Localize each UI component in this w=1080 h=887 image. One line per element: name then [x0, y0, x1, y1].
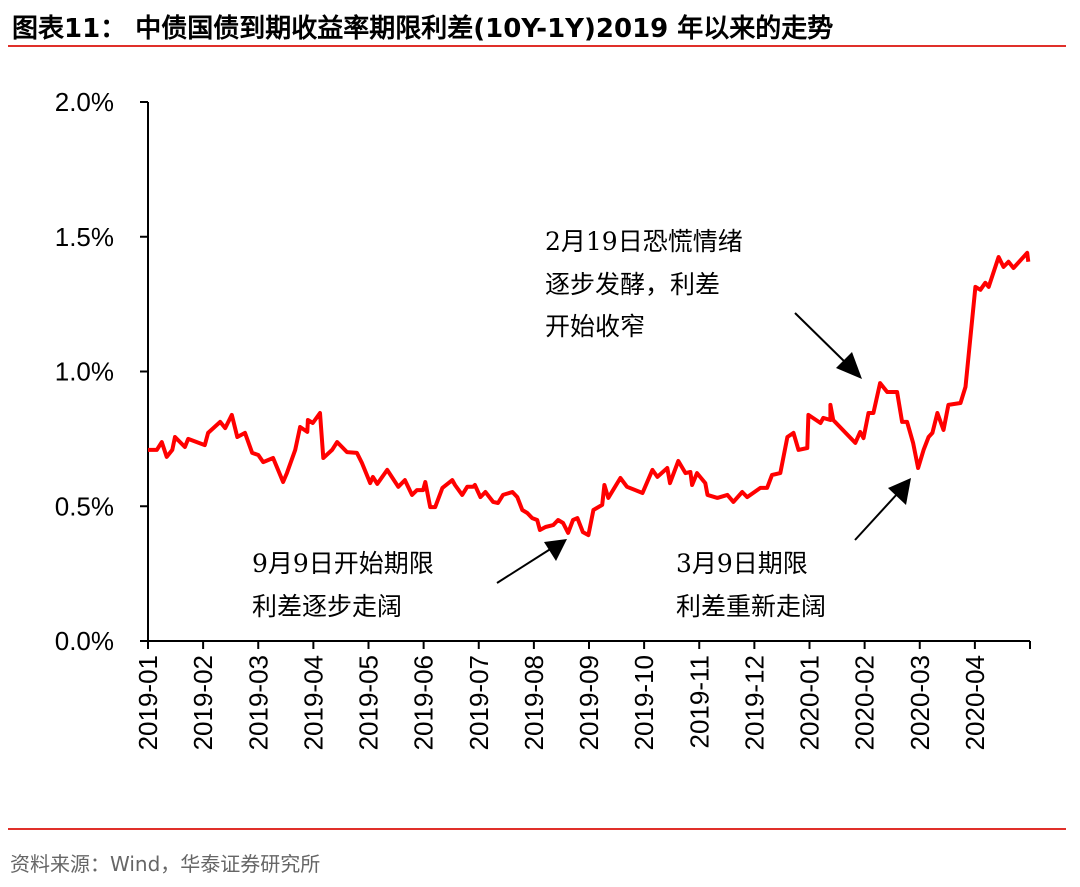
- annotation-mar9-line1: 3月9日期限: [676, 549, 808, 578]
- annotation-mar9-line2: 利差重新走阔: [676, 592, 826, 621]
- annotation-feb19-line1: 2月19日恐慌情绪: [545, 227, 743, 256]
- arrow-mar9: [854, 478, 911, 541]
- x-tick-label: 2019-09: [574, 655, 604, 750]
- x-tick-label: 2020-02: [850, 655, 880, 750]
- x-tick-label: 2019-06: [409, 655, 439, 750]
- x-tick-label: 2020-01: [795, 655, 825, 750]
- y-tick-label: 1.0%: [55, 357, 114, 387]
- y-tick-label: 0.5%: [55, 491, 114, 521]
- x-tick-label: 2019-10: [629, 655, 659, 750]
- x-tick-label: 2019-04: [298, 655, 328, 750]
- chart-title: 图表11： 中债国债到期收益率期限利差(10Y-1Y)2019 年以来的走势: [12, 14, 834, 44]
- x-tick-label: 2019-07: [464, 655, 494, 750]
- x-tick-label: 2019-05: [354, 655, 384, 750]
- y-tick-label: 0.0%: [55, 626, 114, 656]
- y-tick-label: 2.0%: [55, 87, 114, 117]
- annotation-feb19-line3: 开始收窄: [545, 312, 645, 341]
- annotation-sep9-line2: 利差逐步走阔: [252, 592, 402, 621]
- x-tick-label: 2019-12: [739, 655, 769, 750]
- footer-divider: [8, 828, 1066, 830]
- x-tick-label: 2019-03: [243, 655, 273, 750]
- title-divider: [8, 45, 1066, 47]
- x-tick-label: 2020-04: [960, 655, 990, 750]
- series-line-term-spread: [148, 250, 1031, 538]
- arrow-feb19: [794, 312, 862, 379]
- x-tick-label: 2019-02: [188, 655, 218, 750]
- source-note: 资料来源：Wind，华泰证券研究所: [10, 852, 321, 876]
- annotation-feb19-line2: 逐步发酵，利差: [545, 270, 720, 299]
- x-tick-label: 2019-01: [133, 655, 163, 750]
- annotation-sep9-line1: 9月9日开始期限: [252, 549, 434, 578]
- arrow-sep9: [496, 539, 567, 584]
- y-tick-label: 1.5%: [55, 222, 114, 252]
- x-tick-label: 2020-03: [905, 655, 935, 750]
- x-tick-label: 2019-11: [684, 655, 714, 749]
- x-tick-label: 2019-08: [519, 655, 549, 750]
